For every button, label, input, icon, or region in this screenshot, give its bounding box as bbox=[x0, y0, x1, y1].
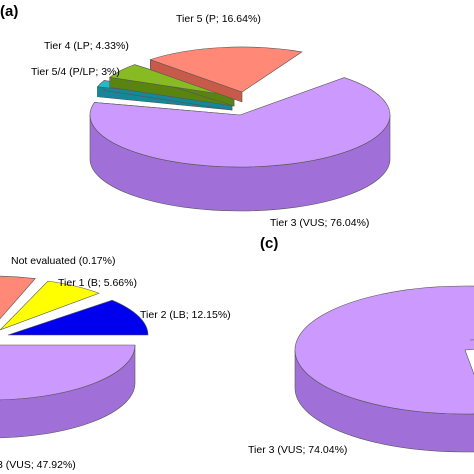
label-b-tier3: 3 (VUS; 47.92%) bbox=[0, 459, 76, 471]
pie-b-slice-3-top bbox=[0, 275, 36, 320]
pie-b-slice-2-top bbox=[0, 280, 100, 331]
label-b-tier2: Tier 2 (LB; 12.15%) bbox=[140, 309, 231, 321]
label-c-tier3: Tier 3 (VUS; 74.04%) bbox=[248, 444, 347, 456]
panel-c-letter: (c) bbox=[260, 235, 278, 252]
label-a-tier4: Tier 4 (LP; 4.33%) bbox=[44, 40, 129, 52]
panel-a-letter: (a) bbox=[0, 3, 18, 20]
pie-b-slice-1-top bbox=[7, 299, 149, 336]
pie-slices-layer bbox=[0, 46, 474, 453]
pie-a-slice-0-top bbox=[89, 77, 391, 168]
pie-b-slice-0-top bbox=[0, 344, 136, 401]
label-b-tier1: Tier 1 (B; 5.66%) bbox=[58, 277, 137, 289]
label-b-not-evaluated: Not evaluated (0.17%) bbox=[11, 255, 115, 267]
pie-c-slice-1-top bbox=[469, 339, 474, 341]
label-a-tier5: Tier 5 (P; 16.64%) bbox=[176, 13, 261, 25]
pie-a-slice-3-top bbox=[149, 46, 303, 93]
label-a-tier3: Tier 3 (VUS; 76.04%) bbox=[270, 217, 369, 229]
label-a-tier54: Tier 5/4 (P/LP; 3%) bbox=[31, 66, 120, 78]
pie-c-slice-0-top bbox=[294, 285, 474, 415]
